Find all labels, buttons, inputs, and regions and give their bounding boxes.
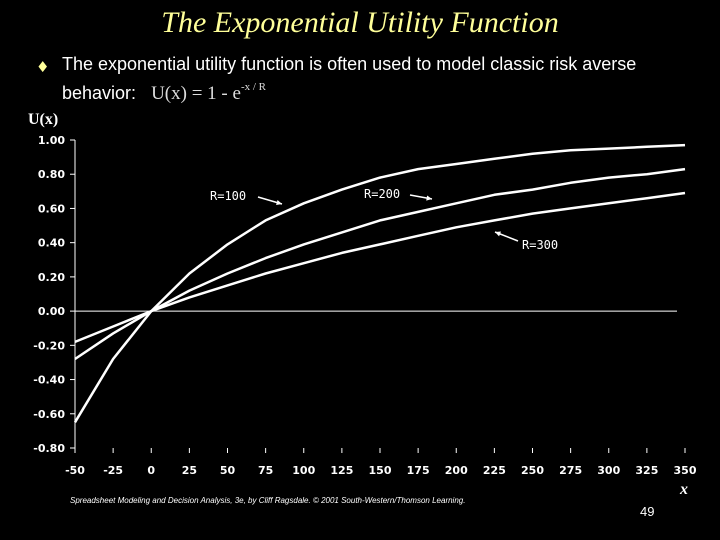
x-tick-label: 200 [445, 464, 468, 477]
x-tick-label: 75 [258, 464, 273, 477]
x-tick-label: 25 [182, 464, 197, 477]
x-axis-title: x [679, 481, 688, 498]
series-label: R=200 [364, 187, 400, 201]
x-tick-label: 225 [483, 464, 506, 477]
x-tick-label: 325 [635, 464, 658, 477]
y-tick-label: 1.00 [38, 134, 65, 147]
x-tick-label: -25 [103, 464, 123, 477]
y-tick-label: 0.20 [38, 271, 65, 284]
arrowhead-icon [495, 231, 501, 237]
bullet-text: The exponential utility function is ofte… [62, 53, 702, 105]
formula-exponent: -x / R [240, 81, 266, 93]
chart-lines [73, 143, 686, 423]
y-tick-label: 0.40 [38, 237, 65, 250]
arrowhead-icon [426, 195, 432, 201]
x-tick-label: 125 [330, 464, 353, 477]
bullet-sentence: The exponential utility function is ofte… [62, 54, 637, 103]
footer-citation: Spreadsheet Modeling and Decision Analys… [70, 496, 466, 505]
arrowhead-icon [276, 199, 282, 205]
y-tick-label: -0.60 [33, 408, 65, 421]
slide-title: The Exponential Utility Function [161, 6, 559, 39]
utility-formula: U(x) = 1 - e-x / R [151, 81, 266, 104]
x-tick-label: -50 [65, 464, 85, 477]
y-tick-label: -0.40 [33, 374, 65, 387]
y-tick-label: 0.00 [38, 305, 65, 318]
series-line-r-100 [73, 143, 686, 423]
y-tick-label: 0.60 [38, 202, 65, 215]
formula-base: U(x) = 1 - e [151, 83, 241, 104]
series-line-r-200 [74, 167, 686, 361]
chart-axes [74, 140, 677, 448]
x-tick-label: 150 [369, 464, 392, 477]
diamond-bullet-icon: ♦ [36, 58, 50, 76]
y-axis-title: U(x) [28, 111, 58, 128]
page-number: 49 [640, 504, 655, 519]
series-label: R=300 [522, 238, 558, 252]
chart-ticks: 1.00 0.80 0.60 0.40 0.20 0.00 -0.20 -0.40 -0.60 -… [33, 134, 697, 477]
x-tick-label: 175 [407, 464, 430, 477]
x-tick-label: 50 [220, 464, 236, 477]
chart-annotations: R=100 R=200 R=300 [210, 187, 558, 252]
series-line-r-300 [74, 191, 686, 344]
x-tick-label: 250 [521, 464, 544, 477]
series-label: R=100 [210, 189, 246, 203]
x-tick-label: 100 [292, 464, 315, 477]
y-tick-label: 0.80 [38, 168, 65, 181]
x-tick-label: 350 [674, 464, 697, 477]
x-tick-label: 0 [147, 464, 155, 477]
x-tick-label: 300 [597, 464, 620, 477]
y-tick-label: -0.20 [33, 339, 65, 352]
x-tick-label: 275 [559, 464, 582, 477]
y-tick-label: -0.80 [33, 442, 65, 455]
